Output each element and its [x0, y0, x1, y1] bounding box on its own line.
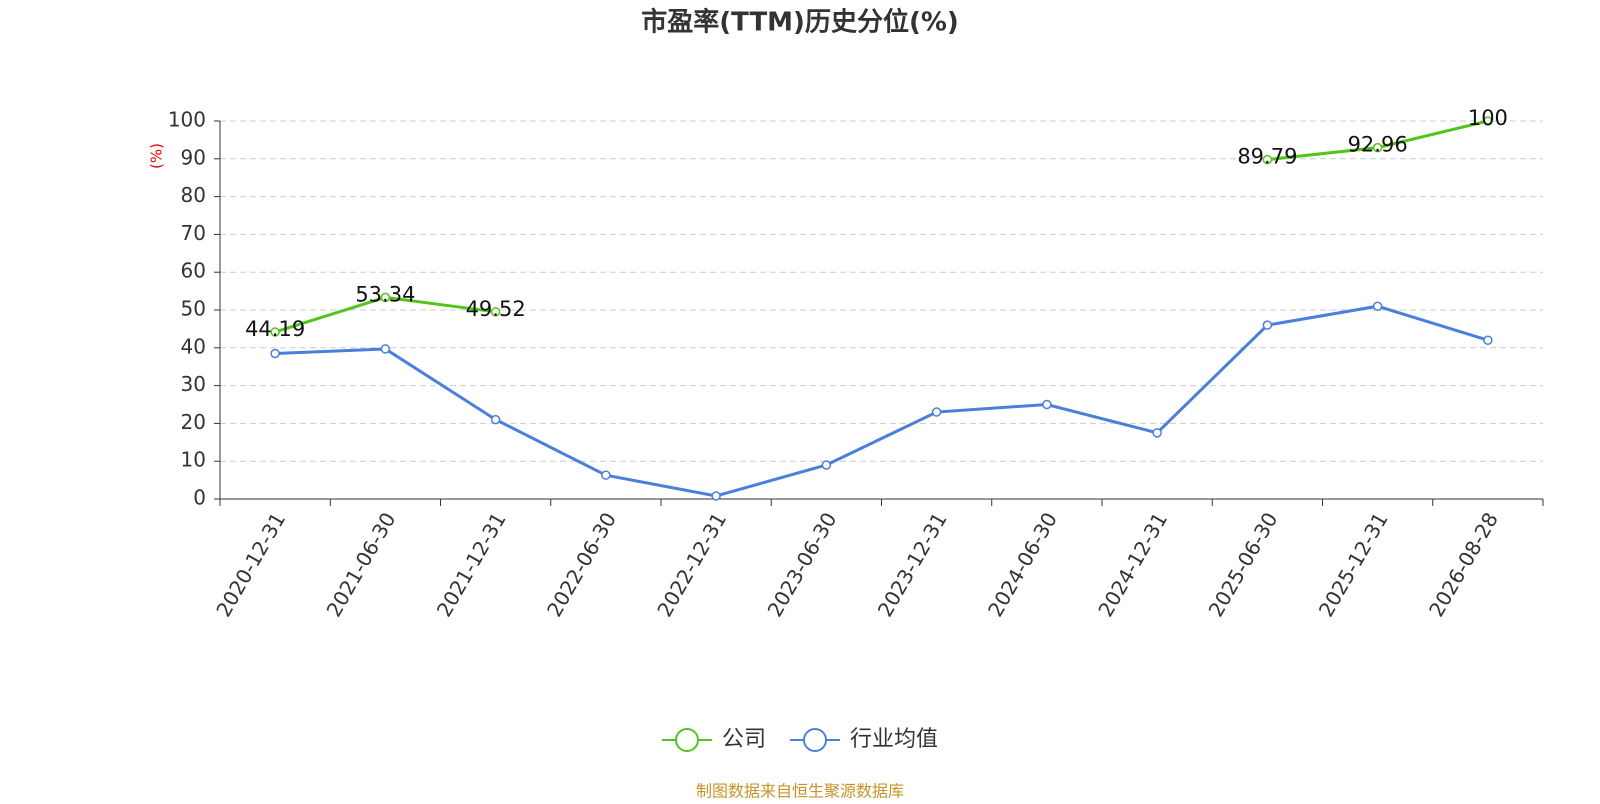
point	[1042, 399, 1052, 410]
point	[1483, 335, 1493, 345]
point	[821, 460, 832, 470]
x-tick-label: 2025-12-31	[1314, 508, 1393, 621]
legend-label: 公司	[722, 727, 766, 752]
y-tick-label: 30	[181, 372, 206, 396]
y-tick-label: 70	[181, 221, 206, 245]
point	[490, 414, 501, 425]
data-label: 92.96	[1348, 133, 1408, 157]
point	[711, 491, 721, 501]
x-tick-label: 2020-12-31	[211, 508, 290, 621]
point	[1372, 142, 1383, 153]
point	[1152, 428, 1162, 438]
x-tick-label: 2024-06-30	[983, 508, 1062, 621]
point	[931, 407, 942, 417]
point	[1372, 301, 1383, 311]
point	[380, 292, 391, 303]
y-tick-label: 40	[181, 334, 206, 358]
x-tick-label: 2026-08-28	[1424, 508, 1503, 621]
point	[270, 327, 280, 337]
x-tick-label: 2022-12-31	[652, 508, 731, 621]
legend-marker	[803, 728, 828, 752]
point	[490, 307, 501, 317]
chart-title: 市盈率(TTM)历史分位(%)	[641, 7, 959, 38]
data-label: 44.19	[245, 317, 305, 341]
point	[1483, 116, 1493, 126]
point	[1262, 154, 1273, 165]
x-tick-label: 2025-06-30	[1204, 508, 1283, 621]
point	[1262, 320, 1273, 330]
y-tick-label: 0	[193, 486, 206, 510]
y-tick-label: 80	[181, 183, 206, 207]
x-tick-label: 2024-12-31	[1093, 508, 1172, 621]
series-line	[274, 119, 1489, 334]
point	[380, 344, 391, 354]
data-label: 89.79	[1237, 145, 1297, 169]
y-tick-label: 10	[181, 448, 206, 472]
y-tick-label: 50	[181, 297, 206, 321]
x-tick-label: 2023-12-31	[873, 508, 952, 621]
data-label: 100	[1468, 106, 1508, 130]
y-tick-label: 90	[181, 145, 206, 169]
x-tick-label: 2021-06-30	[322, 508, 401, 621]
series-line	[275, 304, 1489, 498]
y-tick-label: 60	[181, 259, 206, 283]
legend-marker	[675, 728, 699, 752]
point	[270, 348, 280, 359]
source-note: 制图数据来自恒生聚源数据库	[696, 782, 904, 801]
x-tick-label: 2022-06-30	[542, 508, 621, 621]
y-tick-label: 100	[168, 108, 206, 132]
x-tick-label: 2021-12-31	[432, 508, 511, 621]
data-label: 53.34	[355, 282, 415, 306]
y-axis-label: (%)	[148, 143, 166, 169]
data-label: 49.52	[466, 297, 526, 321]
legend-label: 行业均值	[850, 727, 938, 752]
point	[601, 470, 611, 480]
x-tick-label: 2023-06-30	[763, 508, 842, 621]
y-tick-label: 20	[181, 410, 206, 434]
